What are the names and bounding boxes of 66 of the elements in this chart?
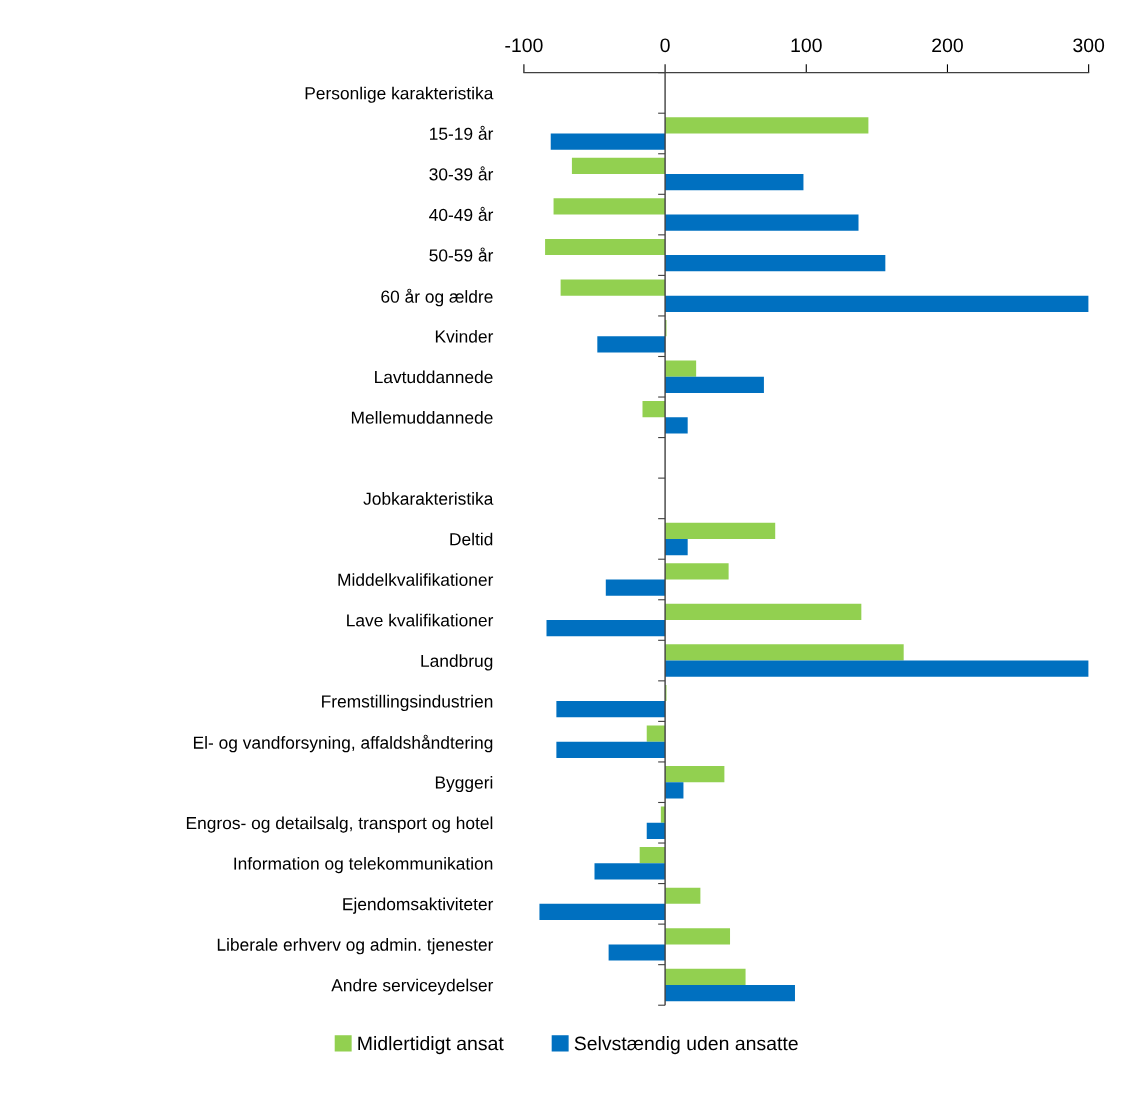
bar [642,401,666,418]
bar [605,579,666,596]
y-tick-label: Mellemuddannede [351,411,493,424]
y-tick-label: Kvinder [435,329,494,343]
y-tick-label: 50-59 år [429,247,494,262]
bar [665,968,746,985]
bar [646,725,666,742]
legend-label: Selvstændig uden ansatte [574,1036,798,1055]
bar [556,701,666,718]
bar [665,538,688,556]
y-tick-label: 40-49 år [429,206,494,222]
bar [665,765,725,783]
y-tick-label: 60 år og ældre [381,288,493,307]
y-tick-label: El- og vandforsyning, affaldshåndtering [193,734,493,753]
y-tick-label: Lavtuddannede [375,370,493,384]
bar [571,157,666,175]
bar [556,741,666,758]
bar [665,255,886,272]
bar [665,522,776,539]
y-tick-label: Jobkarakteristika [363,492,494,505]
bar [665,117,869,134]
bar [665,644,904,661]
bar [665,782,684,799]
bar [665,660,1089,677]
y-tick-label: Fremstillingsindustrien [322,694,493,712]
legend-label: Midlertidigt ansat [358,1036,504,1055]
y-tick-label: Engros- og detailsalg, transport og hotel [186,816,493,833]
bar [665,603,862,621]
bar [665,417,688,434]
y-tick-label: Andre serviceydelser [331,978,494,995]
y-tick-label: Information og telekommunikation [234,857,493,874]
bar [665,563,729,580]
bar [665,174,804,191]
bar [608,944,666,961]
bar [665,214,859,231]
x-tick-label: -100 [505,38,543,53]
bar [665,928,731,945]
x-tick-label: 200 [932,38,963,53]
y-tick-label: 30-39 år [429,166,494,181]
bar [546,620,666,637]
y-tick-label: Landbrug [421,654,493,671]
x-tick-label: 300 [1073,38,1105,53]
bar [665,376,764,393]
bar [560,279,666,296]
y-tick-label: Liberale erhverv og admin. tjenester [217,938,494,955]
bar [665,984,795,1002]
bar [665,295,1089,312]
bar [550,133,666,150]
y-tick-label: 15-19 år [430,125,494,140]
bar [594,863,666,880]
bar [597,336,666,353]
bar [665,887,701,904]
bar [553,198,666,215]
bar [665,360,697,377]
y-tick-label: Middelkvalifikationer [338,573,494,586]
y-tick-label: Ejendomsaktiviteter [343,897,494,914]
y-tick-label: Byggeri [435,775,493,793]
bar [646,822,666,839]
bar [639,847,666,864]
x-tick-label: 0 [660,38,670,53]
y-tick-label: Lave kvalifikationer [347,613,494,627]
bar [545,238,666,256]
x-tick-label: 100 [791,38,822,53]
bar [539,903,666,921]
y-tick-label: Personlige karakteristika [305,86,494,103]
y-tick-label: Deltid [450,532,493,546]
